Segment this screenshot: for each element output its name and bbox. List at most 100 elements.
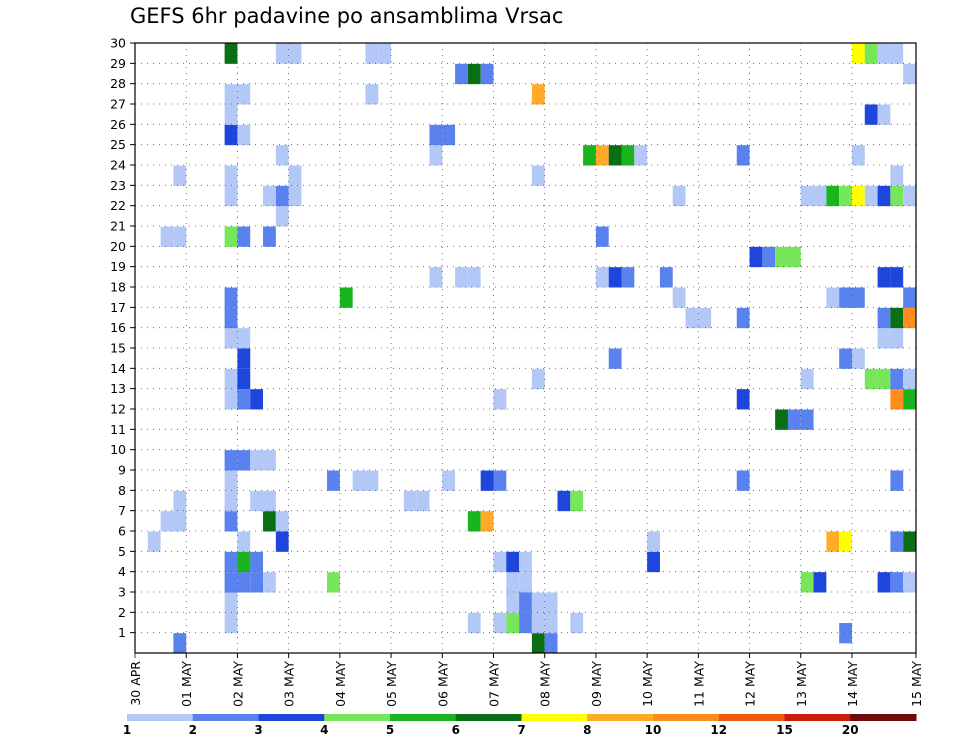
heatmap-cell — [890, 470, 904, 491]
colorbar-label: 4 — [320, 723, 328, 737]
x-tick-label: 30 APR — [128, 661, 143, 706]
heatmap-cell — [480, 63, 494, 85]
heatmap-cell — [800, 572, 814, 593]
heatmap-cell — [173, 165, 187, 186]
heatmap-cell — [749, 246, 763, 268]
y-axis: 1234567891011121314151617181920212223242… — [110, 36, 135, 640]
y-tick-label: 15 — [110, 341, 126, 356]
heatmap-cell — [903, 389, 916, 410]
heatmap-cell — [839, 531, 852, 552]
colorbar-label: 1 — [123, 723, 131, 737]
heatmap-cell — [621, 145, 635, 166]
heatmap-cell — [890, 43, 904, 64]
heatmap-cell — [275, 531, 289, 552]
y-tick-label: 19 — [110, 259, 126, 274]
heatmap-cell — [647, 531, 660, 552]
colorbar-swatch — [587, 714, 654, 721]
colorbar-label: 20 — [842, 723, 859, 737]
colorbar-label: 5 — [386, 723, 394, 737]
heatmap-cell — [890, 389, 904, 410]
heatmap-cell — [775, 409, 788, 430]
heatmap-cell — [237, 84, 251, 105]
heatmap-cell — [493, 551, 507, 573]
heatmap-cell — [442, 470, 456, 491]
heatmap-cell — [224, 368, 238, 390]
gridlines — [135, 42, 916, 653]
heatmap-cell — [275, 185, 289, 207]
heatmap-cell — [493, 389, 507, 410]
colorbar: 1 2 3 4 5 6 7 8 10 12 15 20 — [123, 714, 917, 737]
colorbar-label: 2 — [189, 723, 197, 737]
heatmap-cell — [224, 572, 238, 593]
y-tick-label: 10 — [110, 442, 126, 457]
heatmap-cell — [429, 267, 443, 288]
x-tick-label: 04 MAY — [333, 661, 348, 707]
heatmap-cell — [890, 572, 904, 593]
colorbar-swatch — [324, 714, 391, 721]
heatmap-cell — [877, 185, 891, 207]
y-tick-label: 6 — [118, 524, 126, 539]
heatmap-cell — [851, 348, 865, 369]
heatmap-cell — [531, 368, 545, 390]
heatmap-cell — [173, 511, 187, 532]
heatmap-cell — [647, 551, 660, 573]
heatmap-cell — [544, 633, 558, 654]
heatmap-cell — [160, 511, 174, 532]
heatmap-cell — [736, 470, 750, 491]
heatmap-cell — [237, 124, 251, 146]
heatmap-cell — [531, 84, 545, 105]
y-tick-label: 26 — [110, 117, 126, 132]
colorbar-label: 6 — [452, 723, 460, 737]
heatmap-cell — [480, 511, 494, 532]
heatmap-cell — [147, 531, 161, 552]
colorbar-swatch — [127, 714, 194, 721]
heatmap-cell — [583, 145, 596, 166]
heatmap-cell — [288, 165, 302, 186]
colorbar-swatch — [850, 714, 917, 721]
heatmap-cell — [903, 368, 916, 390]
colorbar-swatch — [192, 714, 259, 721]
heatmap-cell — [787, 409, 801, 430]
heatmap-cell — [339, 287, 353, 308]
heatmap-cell — [826, 531, 840, 552]
heatmap-cell — [378, 43, 392, 64]
heatmap-cell — [327, 470, 340, 491]
heatmap-cell — [263, 450, 276, 471]
heatmap-cell — [851, 43, 865, 64]
heatmap-cell — [455, 267, 468, 288]
heatmap-cell — [826, 185, 840, 207]
heatmap-cell — [864, 104, 878, 125]
heatmap-cell — [890, 185, 904, 207]
colorbar-swatch — [390, 714, 457, 721]
y-tick-label: 30 — [110, 36, 126, 51]
x-tick-label: 12 MAY — [743, 661, 758, 707]
y-tick-label: 28 — [110, 76, 126, 91]
heatmap-cell — [429, 124, 443, 146]
heatmap-cell — [595, 267, 609, 288]
heatmap-cell — [467, 511, 481, 532]
y-tick-label: 5 — [118, 544, 126, 559]
heatmap-cell — [224, 124, 238, 146]
heatmap-cell — [224, 104, 238, 125]
y-tick-label: 18 — [110, 280, 126, 295]
colorbar-label: 12 — [710, 723, 727, 737]
heatmap-cell — [224, 450, 238, 471]
x-tick-label: 03 MAY — [282, 661, 297, 707]
heatmap-cell — [493, 612, 507, 634]
heatmap-cell — [531, 633, 545, 654]
heatmap-cell — [839, 185, 852, 207]
heatmap-cell — [890, 531, 904, 552]
y-tick-label: 23 — [110, 178, 126, 193]
heatmap-cell — [839, 623, 852, 644]
colorbar-label: 7 — [517, 723, 525, 737]
y-tick-label: 3 — [118, 585, 126, 600]
heatmap-cell — [608, 145, 622, 166]
heatmap-cell — [493, 470, 507, 491]
chart-title: GEFS 6hr padavine po ansamblima Vrsac — [130, 4, 564, 28]
heatmap-cell — [224, 84, 238, 105]
heatmap-cell — [288, 43, 302, 64]
colorbar-label: 10 — [645, 723, 662, 737]
heatmap-cell — [608, 267, 622, 288]
heatmap-cell — [659, 267, 673, 288]
heatmap-cell — [506, 551, 520, 573]
